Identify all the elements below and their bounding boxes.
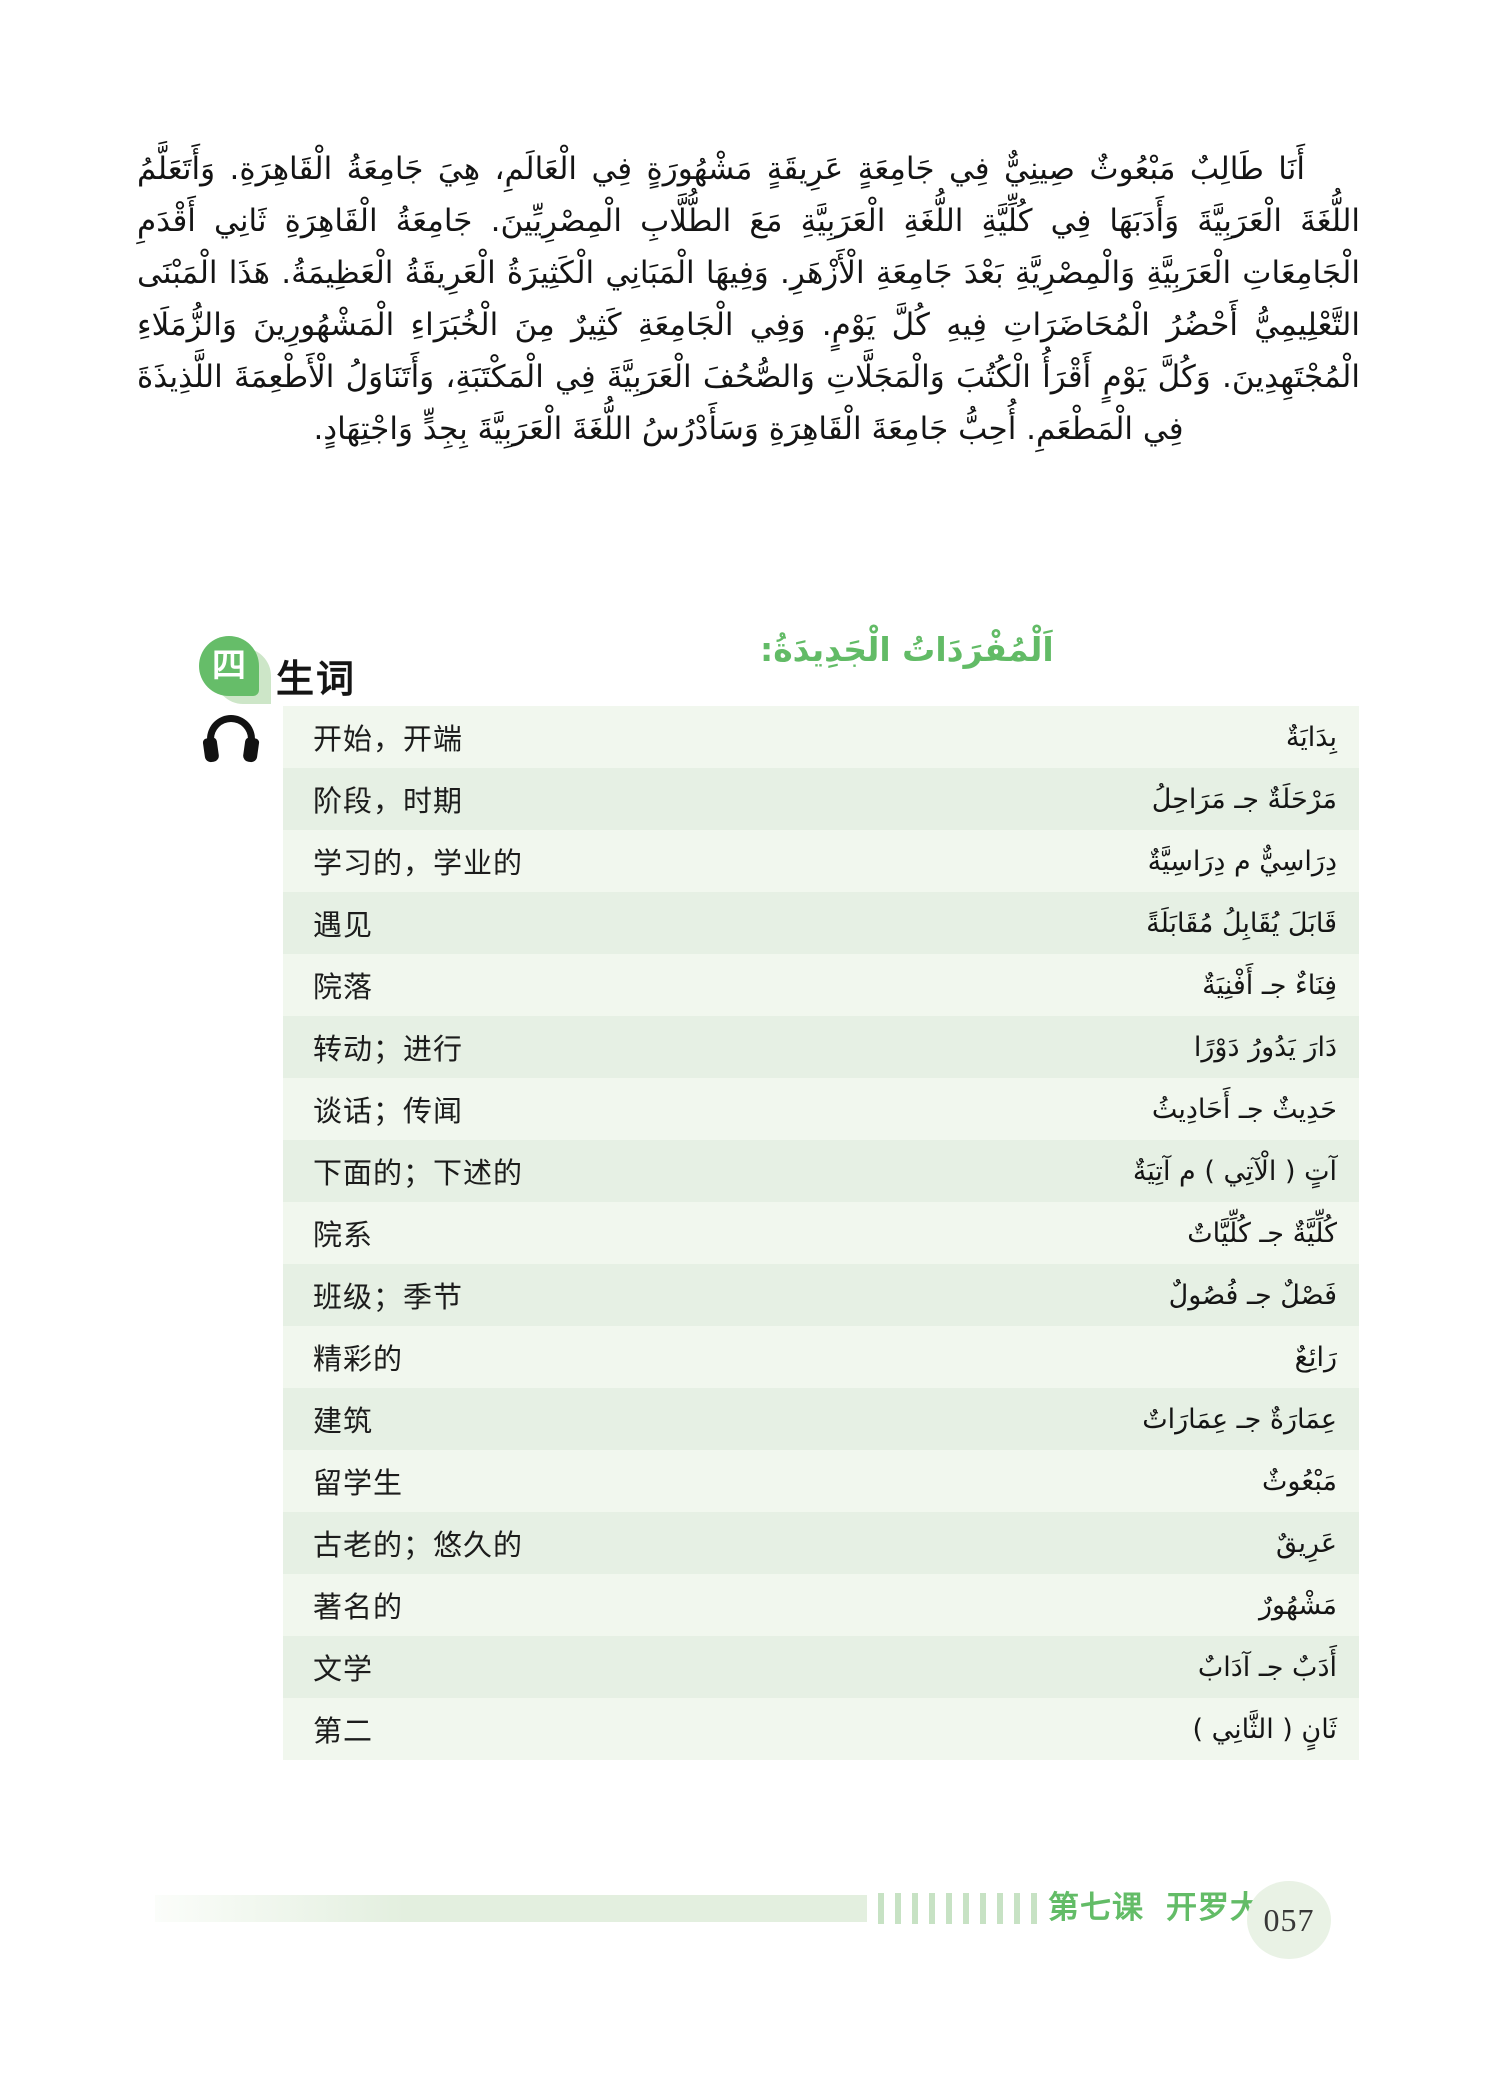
speech-bubble-icon: 四 bbox=[199, 636, 259, 696]
section-number: 四 bbox=[212, 647, 246, 685]
page-number-circle: 057 bbox=[1247, 1881, 1331, 1959]
vocab-chinese-gloss: 转动；进行 bbox=[313, 1034, 464, 1066]
vocab-arabic-word: كُلِّيَّةٌ جـ كُلِّيَّاتٌ bbox=[1187, 1217, 1337, 1249]
lesson-number: 第七课 bbox=[1048, 1890, 1144, 1925]
vocab-row: 精彩的 رَائِعٌ bbox=[283, 1326, 1359, 1388]
vocab-row: 院系 كُلِّيَّةٌ جـ كُلِّيَّاتٌ bbox=[283, 1202, 1359, 1264]
vocab-arabic-word: فِنَاءٌ جـ أَفْنِيَةٌ bbox=[1202, 969, 1337, 1001]
vocab-arabic-word: مَبْعُوثٌ bbox=[1261, 1465, 1337, 1497]
vocab-chinese-gloss: 古老的；悠久的 bbox=[313, 1530, 524, 1562]
vocab-row: 遇见 قَابَلَ يُقَابِلُ مُقَابَلَةً bbox=[283, 892, 1359, 954]
vocab-row: 建筑 عِمَارَةٌ جـ عِمَارَاتٌ bbox=[283, 1388, 1359, 1450]
vocab-chinese-gloss: 著名的 bbox=[313, 1592, 404, 1624]
vocab-row: 文学 أَدَبٌ جـ آدَابٌ bbox=[283, 1636, 1359, 1698]
vocab-chinese-gloss: 遇见 bbox=[313, 910, 374, 942]
vocab-row: 古老的；悠久的 عَرِيقٌ bbox=[283, 1512, 1359, 1574]
vocab-chinese-gloss: 开始，开端 bbox=[313, 724, 464, 756]
vocab-arabic-word: ثَانٍ ( الثَّانِي ) bbox=[1192, 1713, 1337, 1745]
vocab-chinese-gloss: 班级；季节 bbox=[313, 1282, 464, 1314]
section-title-chinese: 生词 bbox=[276, 659, 357, 701]
vocab-row: 学习的，学业的 دِرَاسِيٌّ م دِرَاسِيَّةٌ bbox=[283, 830, 1359, 892]
vocab-arabic-word: أَدَبٌ جـ آدَابٌ bbox=[1197, 1651, 1337, 1683]
headphones-right-cup bbox=[242, 737, 260, 763]
headphones-icon bbox=[202, 712, 260, 763]
footer-bar-decoration bbox=[155, 1895, 867, 1922]
vocab-arabic-word: حَدِيثٌ جـ أَحَادِيثُ bbox=[1151, 1093, 1337, 1125]
vocab-row: 开始，开端 بِدَايَةٌ bbox=[283, 706, 1359, 768]
vocab-row: 谈话；传闻 حَدِيثٌ جـ أَحَادِيثُ bbox=[283, 1078, 1359, 1140]
vocab-arabic-word: مَشْهُورٌ bbox=[1259, 1589, 1337, 1621]
reading-passage-arabic: أَنَا طَالِبٌ مَبْعُوثٌ صِينِيٌّ فِي جَا… bbox=[137, 151, 1360, 447]
vocab-chinese-gloss: 院落 bbox=[313, 972, 374, 1004]
vocab-arabic-word: دَارَ يَدُورُ دَوْرًا bbox=[1193, 1031, 1337, 1063]
section-number-badge: 四 bbox=[199, 636, 279, 712]
vocab-row: 第二 ثَانٍ ( الثَّانِي ) bbox=[283, 1698, 1359, 1760]
vocab-chinese-gloss: 精彩的 bbox=[313, 1344, 404, 1376]
vocab-row: 著名的 مَشْهُورٌ bbox=[283, 1574, 1359, 1636]
vocab-chinese-gloss: 院系 bbox=[313, 1220, 374, 1252]
vocab-arabic-word: مَرْحَلَةٌ جـ مَرَاحِلُ bbox=[1151, 783, 1337, 815]
vocab-arabic-word: دِرَاسِيٌّ م دِرَاسِيَّةٌ bbox=[1147, 845, 1337, 877]
vocab-arabic-word: رَائِعٌ bbox=[1294, 1341, 1337, 1373]
vocab-chinese-gloss: 谈话；传闻 bbox=[313, 1096, 464, 1128]
vocab-row: 下面的；下述的 آتٍ ( الْآتِي ) م آتِيَةٌ bbox=[283, 1140, 1359, 1202]
vocab-table-body: 开始，开端 بِدَايَةٌ 阶段，时期 مَرْحَلَةٌ جـ مَرَ… bbox=[283, 706, 1359, 1760]
page-number: 057 bbox=[1263, 1901, 1315, 1938]
vocab-chinese-gloss: 第二 bbox=[313, 1716, 374, 1748]
vocab-row: 留学生 مَبْعُوثٌ bbox=[283, 1450, 1359, 1512]
vocab-row: 班级；季节 فَصْلٌ جـ فُصُولٌ bbox=[283, 1264, 1359, 1326]
vocab-arabic-word: عَرِيقٌ bbox=[1275, 1527, 1337, 1559]
footer-stripes-decoration bbox=[878, 1893, 1040, 1924]
vocab-row: 阶段，时期 مَرْحَلَةٌ جـ مَرَاحِلُ bbox=[283, 768, 1359, 830]
vocab-chinese-gloss: 文学 bbox=[313, 1654, 374, 1686]
vocab-row: 转动；进行 دَارَ يَدُورُ دَوْرًا bbox=[283, 1016, 1359, 1078]
vocab-arabic-word: قَابَلَ يُقَابِلُ مُقَابَلَةً bbox=[1146, 907, 1337, 939]
vocab-chinese-gloss: 建筑 bbox=[313, 1406, 374, 1438]
vocab-chinese-gloss: 阶段，时期 bbox=[313, 786, 464, 818]
vocab-chinese-gloss: 下面的；下述的 bbox=[313, 1158, 524, 1190]
vocab-chinese-gloss: 学习的，学业的 bbox=[313, 848, 524, 880]
vocab-arabic-word: عِمَارَةٌ جـ عِمَارَاتٌ bbox=[1142, 1403, 1337, 1435]
vocab-arabic-word: فَصْلٌ جـ فُصُولٌ bbox=[1168, 1279, 1337, 1311]
vocab-chinese-gloss: 留学生 bbox=[313, 1468, 404, 1500]
vocab-arabic-word: بِدَايَةٌ bbox=[1285, 721, 1337, 753]
section-title-arabic: اَلْمُفْرَدَاتُ الْجَدِيدَةُ: bbox=[760, 630, 1054, 669]
vocab-arabic-word: آتٍ ( الْآتِي ) م آتِيَةٌ bbox=[1132, 1155, 1337, 1187]
vocab-row: 院落 فِنَاءٌ جـ أَفْنِيَةٌ bbox=[283, 954, 1359, 1016]
